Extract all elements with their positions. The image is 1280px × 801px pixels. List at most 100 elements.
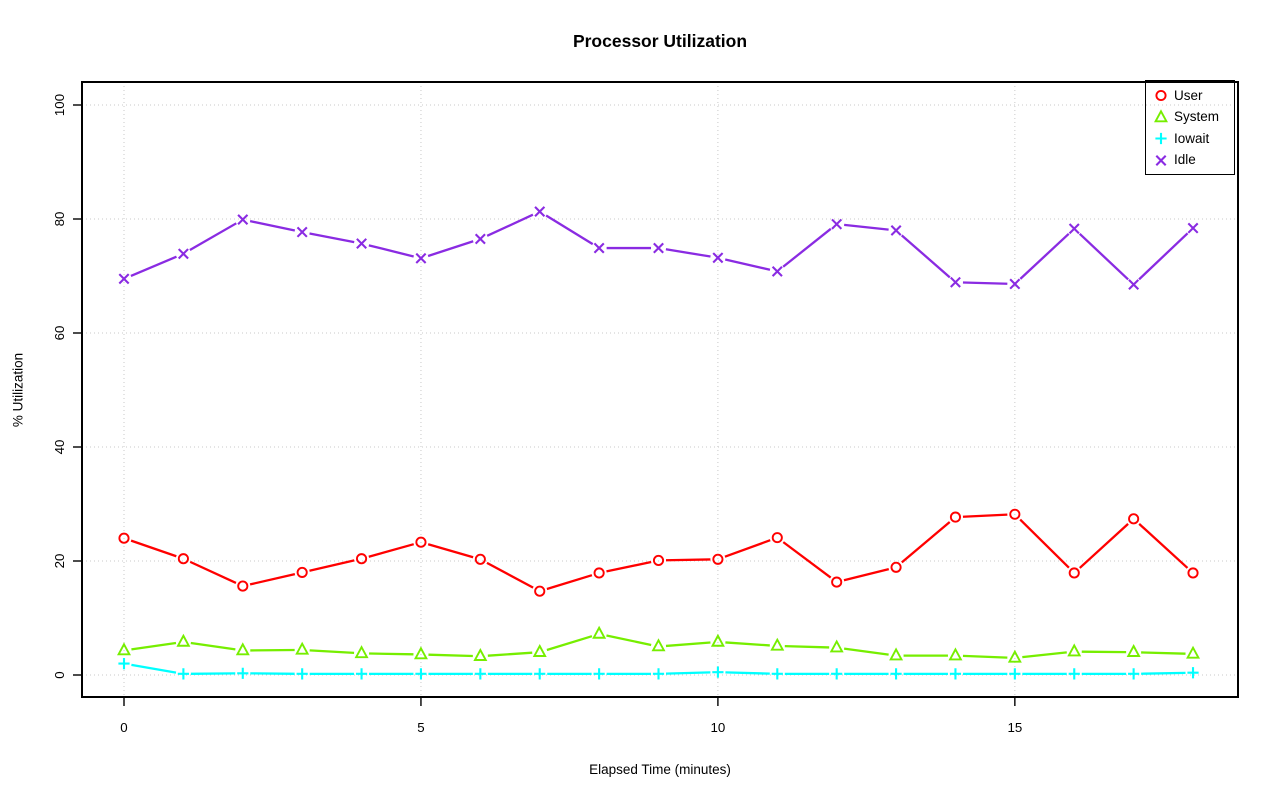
system-triangle-icon [1154, 108, 1168, 122]
system-marker [592, 625, 607, 639]
plot-border [81, 81, 1239, 698]
user-series-line [130, 539, 177, 558]
system-series-line [784, 644, 830, 649]
system-marker [1067, 643, 1082, 657]
system-marker [176, 633, 191, 647]
user-marker [1068, 567, 1080, 579]
system-marker [117, 642, 131, 656]
system-marker [295, 641, 310, 655]
idle-marker [593, 242, 605, 254]
system-marker [354, 645, 369, 659]
series-group [117, 206, 1201, 680]
user-marker [949, 511, 962, 523]
idle-marker [653, 242, 664, 254]
idle-series-line [249, 219, 296, 232]
y-tick-label: 20 [52, 554, 67, 569]
user-series-line [427, 543, 474, 559]
y-tick-label: 40 [52, 440, 67, 455]
idle-marker [118, 273, 130, 285]
idle-series-line [189, 222, 237, 252]
system-series-line [190, 641, 236, 651]
y-tick-label: 80 [52, 212, 67, 227]
user-series-line [1138, 523, 1189, 569]
system-series-line [962, 654, 1008, 659]
idle-marker [534, 206, 546, 218]
user-series-line [249, 572, 296, 586]
user-marker [296, 566, 308, 578]
system-marker [651, 638, 666, 652]
idle-series-line [1138, 232, 1189, 281]
system-series-line [665, 641, 711, 648]
legend-label-idle: Idle [1174, 152, 1196, 168]
chart-title: Processor Utilization [572, 31, 748, 51]
user-series-line [962, 513, 1008, 518]
user-marker [474, 553, 486, 565]
idle-series-line [1078, 232, 1129, 281]
iowait-marker [831, 668, 843, 680]
user-marker [712, 553, 724, 565]
idle-marker [474, 233, 486, 245]
idle-series-line [309, 232, 355, 244]
user-series-line [843, 567, 890, 582]
idle-marker [1187, 222, 1199, 234]
iowait-marker [474, 668, 486, 680]
idle-series-line [1019, 232, 1070, 280]
system-series-line [487, 651, 533, 657]
legend-item-user: User [1153, 86, 1234, 105]
axes-group: 0 5 10 15 0 20 40 60 80 100 [52, 81, 1239, 735]
idle-marker [1128, 279, 1140, 290]
gridlines-group [82, 82, 1238, 697]
idle-marker [177, 248, 189, 260]
user-series-line [901, 521, 951, 564]
iowait-marker [296, 668, 308, 680]
system-marker [829, 639, 844, 653]
iowait-marker [771, 668, 783, 680]
idle-legend-glyph [1155, 154, 1167, 166]
idle-series-line [782, 227, 832, 268]
x-tick-label: 0 [120, 720, 127, 735]
idle-marker [415, 252, 427, 264]
y-tick-label: 60 [52, 326, 67, 341]
user-marker [771, 532, 783, 544]
user-series-line [782, 541, 832, 579]
legend-item-system: System [1153, 107, 1234, 126]
user-series-line [724, 539, 771, 558]
idle-series-line [368, 244, 414, 258]
user-series-line [1019, 518, 1070, 569]
user-series-line [486, 561, 534, 589]
idle-marker [771, 265, 783, 277]
system-legend-glyph [1154, 108, 1168, 122]
iowait-legend-glyph [1155, 133, 1167, 145]
user-series-line [606, 560, 652, 573]
user-series-line [309, 559, 355, 572]
system-marker [413, 646, 428, 660]
legend-item-iowait: Iowait [1153, 129, 1234, 148]
system-marker [710, 633, 725, 647]
legend-label-iowait: Iowait [1174, 130, 1210, 146]
y-axis-label: % Utilization [10, 352, 26, 428]
user-marker [118, 532, 130, 544]
idle-marker [831, 218, 843, 230]
idle-series-line [545, 214, 594, 246]
idle-x-icon [1155, 154, 1167, 166]
legend-label-user: User [1174, 87, 1203, 103]
user-marker [177, 553, 189, 565]
idle-marker [950, 276, 961, 288]
iowait-marker [1128, 668, 1140, 680]
user-series-line [665, 558, 711, 562]
legend-item-idle: Idle [1153, 150, 1234, 169]
iowait-marker [177, 668, 189, 680]
system-series-line [1141, 651, 1186, 655]
iowait-marker [593, 668, 605, 680]
iowait-marker [415, 668, 427, 680]
y-tick-label: 100 [52, 94, 67, 116]
system-marker [770, 637, 785, 651]
iowait-marker [118, 658, 130, 670]
idle-marker [890, 224, 902, 236]
user-marker [593, 567, 605, 579]
idle-series-line [900, 234, 951, 279]
x-tick-label: 5 [417, 720, 424, 735]
iowait-marker [1009, 668, 1021, 680]
